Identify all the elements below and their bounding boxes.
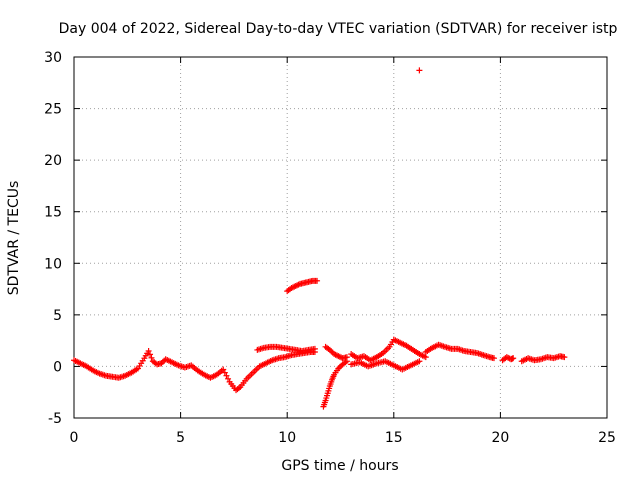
data-point — [510, 355, 517, 362]
y-axis-label: SDTVAR / TECUs — [6, 181, 22, 296]
x-axis-label: GPS time / hours — [281, 458, 398, 474]
data-point — [314, 277, 321, 284]
y-tick-label: 30 — [44, 50, 62, 66]
x-tick-label: 20 — [491, 430, 509, 446]
data-point — [561, 354, 568, 361]
data-point — [422, 354, 429, 361]
data-point — [148, 354, 155, 361]
data-point — [336, 364, 343, 371]
data-point — [221, 369, 228, 376]
plot-frame — [73, 56, 608, 419]
x-tick-label: 15 — [385, 430, 403, 446]
y-tick-label: 20 — [44, 153, 62, 169]
chart-title: Day 004 of 2022, Sidereal Day-to-day VTE… — [59, 21, 618, 37]
axis-ticks: 0 5 10 15 20 25 -5 0 5 10 15 20 25 30 — [44, 50, 616, 446]
data-point — [343, 354, 350, 361]
data-points — [71, 67, 568, 410]
data-point — [158, 360, 165, 367]
data-point — [416, 67, 423, 74]
y-tick-label: 15 — [44, 205, 62, 221]
data-point — [223, 372, 230, 379]
data-point — [220, 366, 227, 373]
data-point — [491, 355, 498, 362]
data-point — [416, 358, 423, 365]
data-point — [147, 351, 154, 358]
y-tick-label: 10 — [44, 256, 62, 272]
x-tick-label: 10 — [278, 430, 296, 446]
y-tick-label: -5 — [48, 411, 62, 427]
x-tick-label: 0 — [70, 430, 79, 446]
y-tick-label: 0 — [53, 359, 62, 375]
data-point — [311, 345, 318, 352]
grid-lines — [74, 57, 607, 418]
data-point — [225, 375, 232, 382]
y-tick-label: 5 — [53, 308, 62, 324]
y-tick-label: 25 — [44, 102, 62, 118]
data-point — [145, 347, 152, 354]
x-tick-label: 25 — [598, 430, 616, 446]
x-tick-label: 5 — [176, 430, 185, 446]
